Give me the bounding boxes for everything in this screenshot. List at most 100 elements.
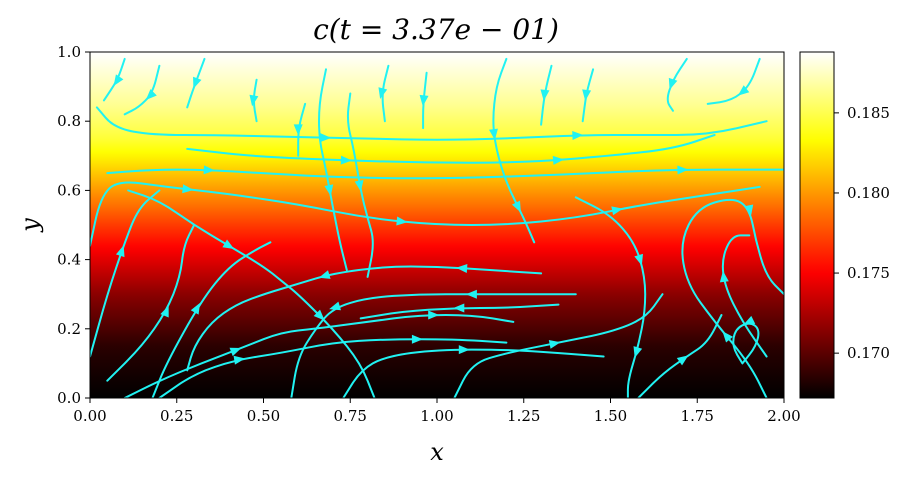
x-axis-label: x	[430, 438, 444, 466]
y-tick-label-5: 1.0	[57, 43, 81, 61]
streamline-arrow-27-0	[540, 89, 550, 101]
streamline-arrow-0-0	[320, 133, 332, 143]
streamline-arrow-33-0	[113, 74, 124, 86]
streamline-9	[186, 265, 543, 372]
streamline-20	[346, 92, 374, 278]
streamline-arrow-9-1	[318, 270, 331, 279]
streamline-1	[106, 168, 784, 180]
streamline-32	[186, 57, 206, 109]
streamline-arrow-28-0	[582, 89, 592, 101]
streamline-12	[342, 348, 605, 398]
streamline-arrow-5-0	[115, 245, 125, 258]
streamline-arrow-12-0	[458, 345, 470, 355]
y-tick-label-3: 0.6	[57, 181, 81, 199]
streamline-arrow-14-1	[744, 204, 754, 217]
x-tick-label-8: 2.00	[767, 407, 800, 425]
streamline-arrow-10-1	[329, 301, 341, 311]
x-axis: 0.00 0.25 0.50 0.75 1.00 1.25 1.50 1.75 2.00	[73, 398, 801, 425]
streamline-arrow-19-0	[190, 302, 201, 315]
streamline-17	[637, 314, 723, 398]
streamline-10	[290, 293, 577, 398]
streamline-0	[95, 106, 768, 141]
streamline-arrow-10-0	[465, 289, 477, 299]
y-tick-label-2: 0.4	[57, 251, 81, 269]
colorbar-axis: 0.170 0.175 0.180 0.185	[834, 104, 890, 362]
streamline-arrow-1-1	[677, 165, 689, 175]
streamline-14	[681, 198, 784, 398]
streamline-11	[359, 303, 560, 320]
streamline-28	[581, 68, 595, 123]
streamline-arrow-4-1	[313, 309, 325, 321]
streamline-arrow-18-0	[634, 253, 643, 266]
streamline-arrow-9-0	[456, 264, 468, 274]
y-tick-label-1: 0.2	[57, 320, 81, 338]
streamline-33	[102, 57, 126, 102]
streamline-arrow-20-0	[354, 180, 364, 192]
streamline-23	[252, 78, 258, 123]
streamline-arrow-3-0	[340, 155, 352, 165]
x-tick-label-2: 0.50	[247, 407, 280, 425]
x-tick-label-1: 0.25	[160, 407, 193, 425]
streamline-layer	[90, 57, 784, 398]
colorbar-tick-label-3: 0.185	[847, 104, 890, 122]
streamline-21	[317, 68, 348, 271]
x-tick-label-0: 0.00	[73, 407, 106, 425]
streamline-arrow-15-0	[719, 270, 729, 283]
streamline-arrow-26-0	[489, 128, 498, 141]
streamline-arrow-30-0	[737, 85, 750, 96]
streamline-arrow-18-1	[633, 346, 643, 358]
streamline-arrow-11-0	[453, 303, 465, 313]
streamline-24	[381, 64, 390, 123]
streamline-18	[574, 196, 647, 398]
chart-title: c(t = 3.37e − 01)	[313, 13, 559, 46]
streamline-arrow-1-0	[203, 165, 215, 175]
streamline-arrow-6-0	[160, 305, 169, 318]
streamline-arrow-16-0	[743, 315, 756, 325]
streamline-arrow-17-0	[676, 355, 689, 366]
streamline-25	[422, 71, 428, 130]
streamline-arrow-3-1	[552, 155, 565, 165]
streamline-27	[540, 64, 553, 126]
streamline-arrow-8-1	[411, 334, 423, 344]
x-tick-label-6: 1.50	[594, 407, 627, 425]
colorbar-tick-label-0: 0.170	[847, 344, 890, 362]
y-axis: 0.0 0.2 0.4 0.6 0.8 1.0	[57, 43, 90, 407]
streamline-arrow-7-1	[428, 310, 440, 320]
x-tick-label-3: 0.75	[334, 407, 367, 425]
streamline-arrow-13-0	[548, 339, 561, 349]
streamline-3	[186, 134, 716, 164]
streamline-arrow-23-0	[249, 94, 259, 107]
x-tick-label-5: 1.25	[507, 407, 540, 425]
streamline-arrow-7-0	[229, 347, 242, 357]
streamline-arrow-22-0	[293, 124, 303, 136]
streamline-30	[706, 57, 761, 105]
streamline-5	[90, 189, 161, 358]
streamline-arrow-24-0	[378, 87, 388, 100]
streamline-arrow-2-2	[611, 206, 623, 216]
streamline-arrow-32-0	[193, 76, 202, 89]
y-tick-label-0: 0.0	[57, 389, 81, 407]
streamline-19	[151, 241, 272, 398]
streamline-7	[123, 313, 515, 398]
y-axis-label: y	[16, 218, 44, 233]
streamline-arrow-2-0	[182, 184, 194, 194]
streamline-arrow-25-0	[419, 94, 429, 107]
streamline-arrow-0-1	[572, 131, 584, 141]
streamline-13	[453, 293, 664, 398]
y-tick-label-4: 0.8	[57, 112, 81, 130]
colorbar-tick-label-1: 0.175	[847, 264, 890, 282]
streamline-arrow-29-0	[668, 77, 678, 90]
x-tick-label-7: 1.75	[681, 407, 714, 425]
streamline-22	[297, 102, 307, 157]
colorbar	[799, 51, 835, 399]
streamline-2	[90, 181, 761, 247]
streamline-arrow-4-0	[222, 239, 235, 249]
streamline-arrow-26-1	[511, 200, 521, 213]
streamline-arrow-2-1	[396, 216, 408, 226]
streamline-arrow-14-0	[722, 331, 733, 343]
streamline-arrow-8-0	[233, 355, 246, 365]
streamline-arrow-21-0	[324, 184, 334, 197]
colorbar-tick-label-2: 0.180	[847, 184, 890, 202]
streamline-arrow-31-0	[145, 89, 157, 101]
